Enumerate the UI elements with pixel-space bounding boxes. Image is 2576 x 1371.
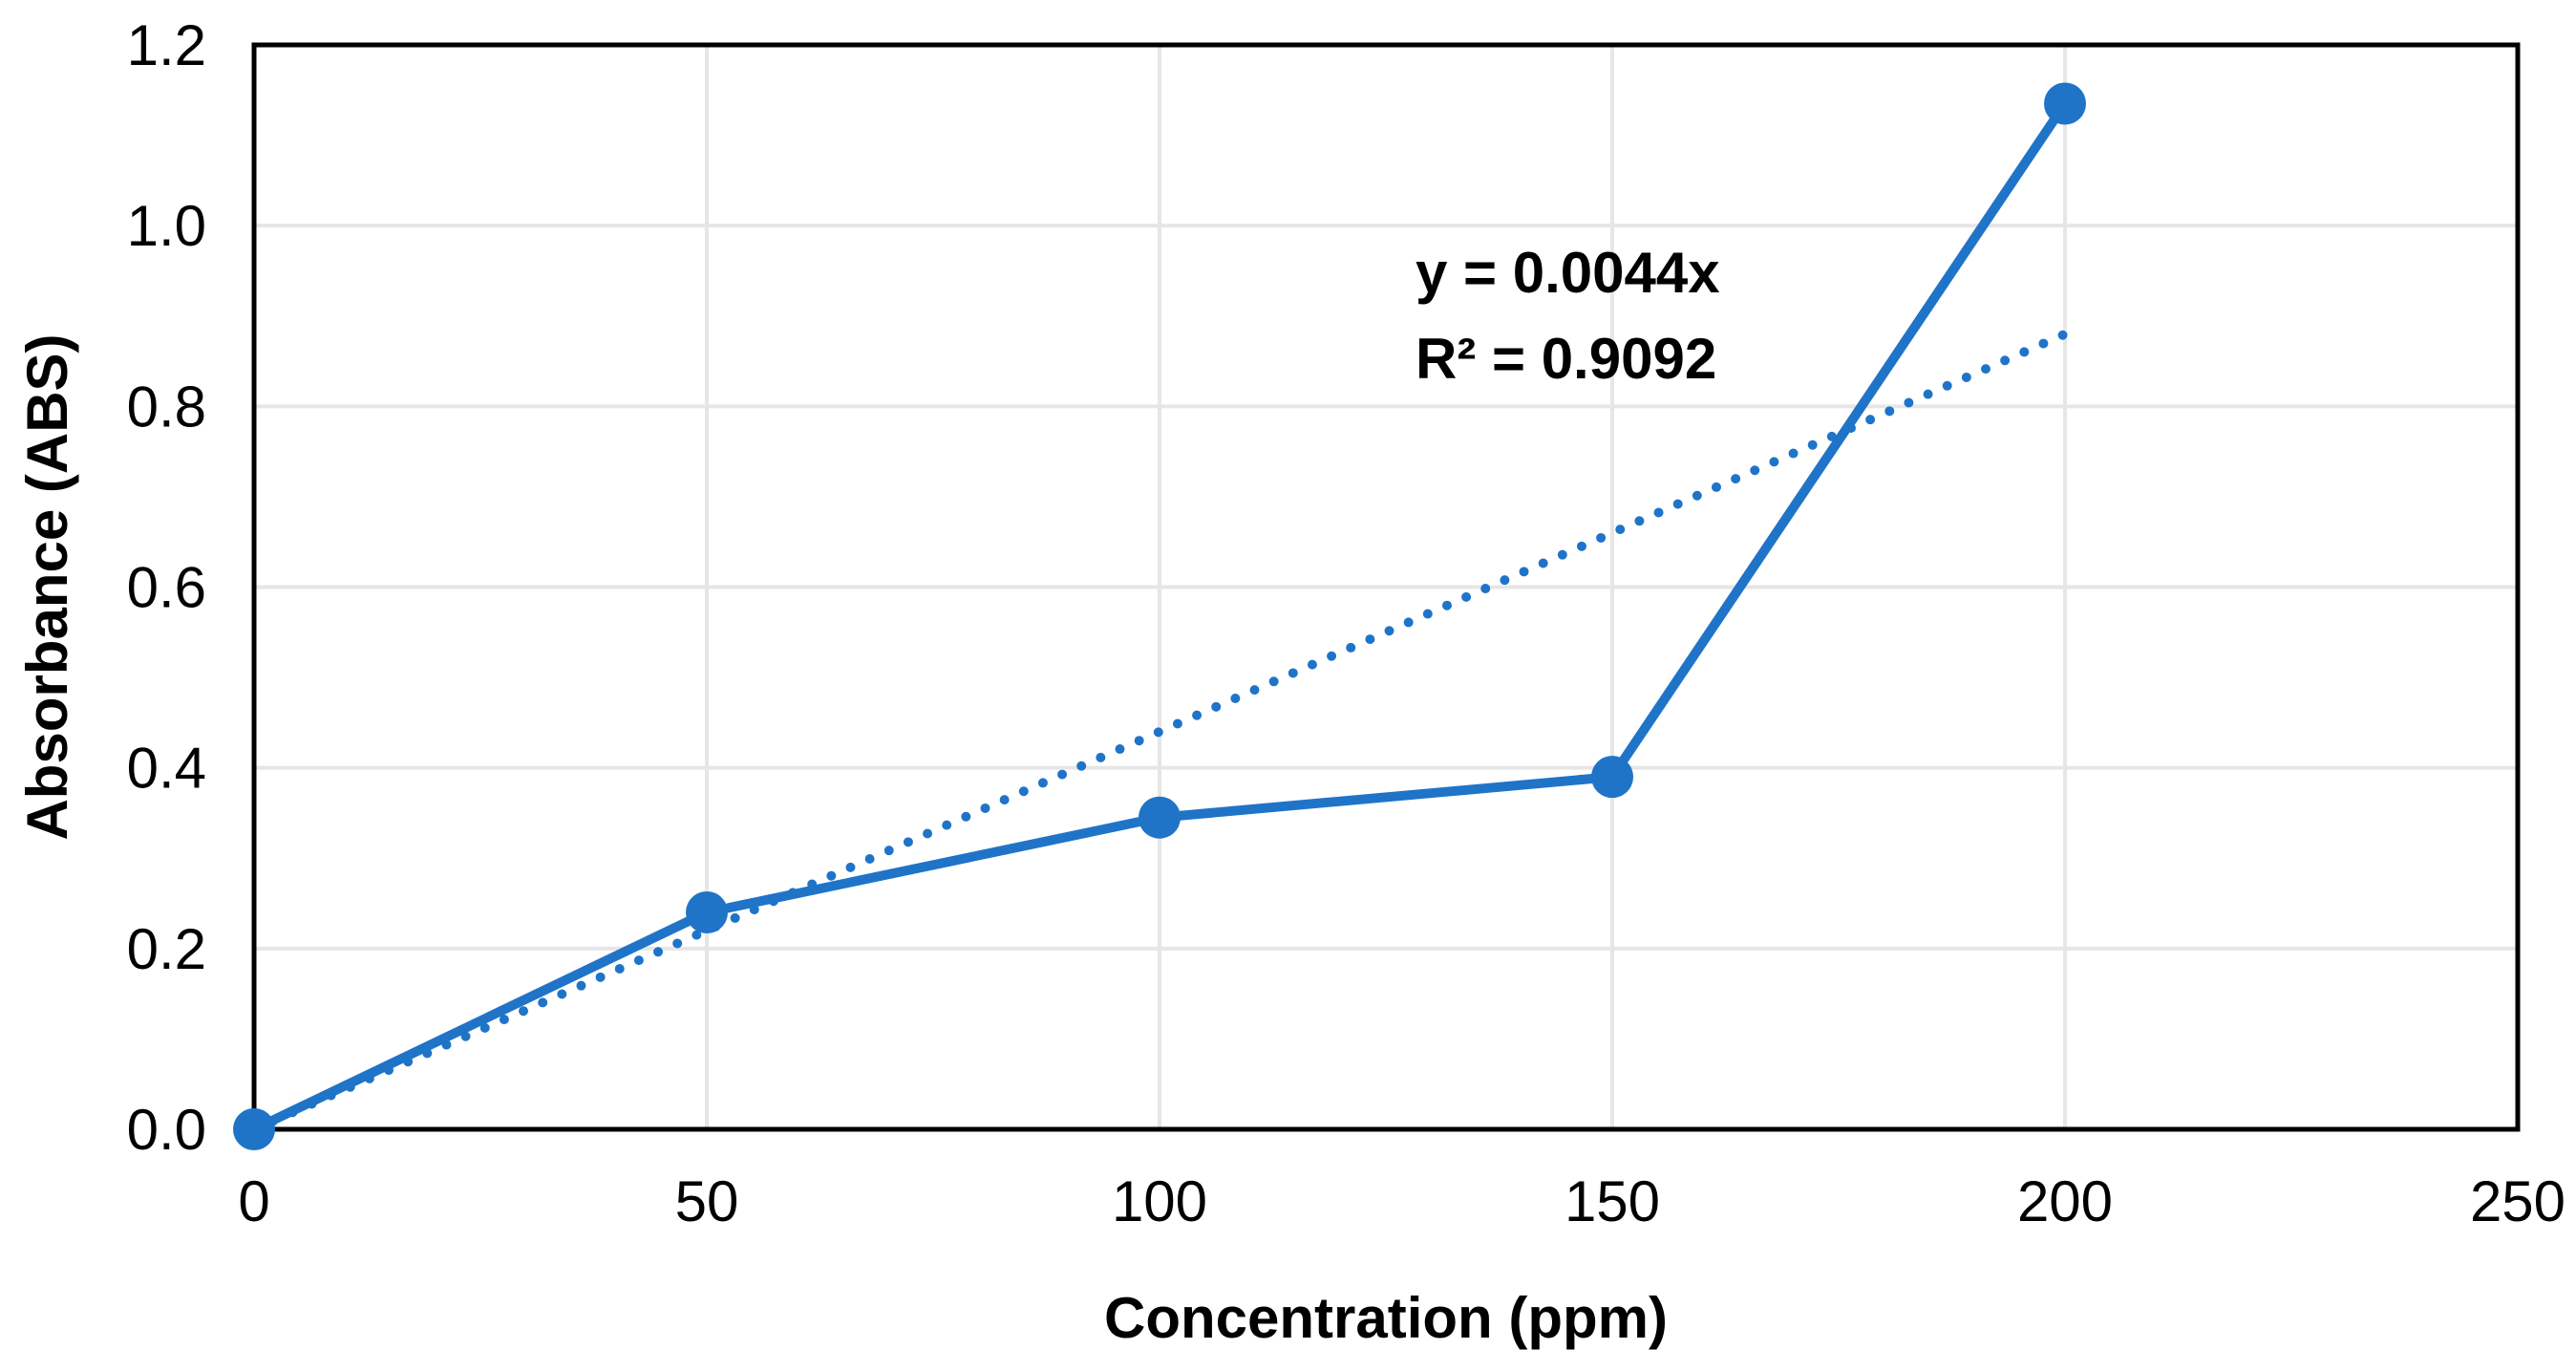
x-axis-title: Concentration (ppm) [1104,1286,1668,1350]
x-tick-label-5: 250 [2470,1169,2565,1233]
y-tick-labels: 0.0 0.2 0.4 0.6 0.8 1.0 1.2 [127,13,206,1162]
x-tick-label-4: 200 [2017,1169,2113,1233]
trendline-r-squared-label: R² = 0.9092 [1416,327,1716,391]
y-tick-label-5: 1.0 [127,194,206,258]
trendline [249,329,2070,1134]
data-point-0-0 [233,1108,275,1150]
data-point-0-2 [1139,796,1181,839]
x-tick-label-2: 100 [1112,1169,1207,1233]
data-point-0-3 [1591,756,1633,799]
trendline-equation-label: y = 0.0044x [1416,241,1720,305]
data-point-0-1 [686,891,728,933]
trendline-group [249,329,2070,1134]
y-tick-label-4: 0.8 [127,375,206,439]
x-tick-labels: 0 50 100 150 200 250 [238,1169,2565,1233]
series-group [233,82,2086,1150]
y-tick-label-1: 0.2 [127,917,206,981]
x-tick-label-3: 150 [1565,1169,1660,1233]
y-axis-title: Absorbance (ABS) [15,333,79,840]
plot-frame [251,42,2521,1132]
y-tick-label-2: 0.4 [127,737,206,801]
y-tick-label-6: 1.2 [127,13,206,77]
x-tick-label-0: 0 [238,1169,269,1233]
y-tick-label-0: 0.0 [127,1098,206,1162]
y-tick-label-3: 0.6 [127,556,206,620]
data-point-0-4 [2044,82,2086,125]
x-tick-label-1: 50 [675,1169,739,1233]
